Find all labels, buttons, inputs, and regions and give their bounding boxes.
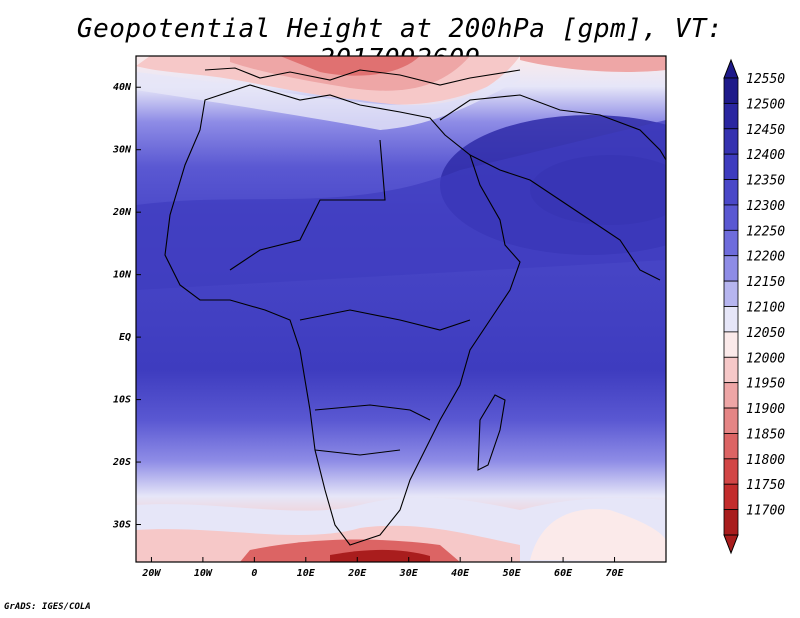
colorbar-swatch: [723, 204, 739, 231]
colorbar-swatch: [723, 179, 739, 206]
lon-tick-label: 60E: [554, 568, 573, 579]
colorbar-label: 12450: [746, 123, 785, 138]
colorbar-label: 12400: [746, 148, 785, 163]
colorbar-label: 11950: [746, 377, 785, 392]
colorbar-swatch: [723, 306, 739, 333]
lat-tick-label: 20S: [112, 457, 131, 468]
colorbar-swatch: [723, 153, 739, 180]
colorbar-swatch: [723, 433, 739, 460]
colorbar-swatch: [723, 128, 739, 155]
colorbar-label: 12150: [746, 275, 785, 290]
colorbar-label: 11700: [746, 504, 785, 519]
colorbar-swatch: [723, 483, 739, 511]
colorbar-swatch: [723, 77, 739, 104]
colorbar-label: 11850: [746, 427, 785, 442]
lon-tick-label: 40E: [451, 568, 470, 579]
colorbar-label: 11900: [746, 402, 785, 417]
lat-tick-label: EQ: [119, 332, 131, 343]
colorbar-label: 12100: [746, 301, 785, 316]
height-field: [136, 56, 666, 562]
lon-tick-label: 0: [251, 568, 257, 579]
map-frame: [135, 55, 667, 563]
lon-tick-label: 20W: [141, 568, 161, 579]
colorbar-swatch: [723, 255, 739, 282]
credit-text: GrADS: IGES/COLA: [4, 602, 91, 612]
colorbar: 12550 12500 12450 12400 12350 12300 12250 12200…: [723, 58, 785, 555]
lon-tick-label: 70E: [606, 568, 625, 579]
lon-tick-label: 50E: [503, 568, 522, 579]
colorbar-label: 12200: [746, 250, 785, 265]
colorbar-swatch: [723, 458, 739, 485]
colorbar-label: 12500: [746, 97, 785, 112]
lat-tick-label: 10S: [113, 395, 131, 406]
coastlines: [164, 67, 666, 546]
lon-tick-label: 30E: [399, 568, 419, 579]
colorbar-label: 12300: [746, 199, 785, 214]
colorbar-swatch: [723, 382, 739, 409]
colorbar-swatch: [723, 331, 739, 358]
colorbar-bottom-arrow: [723, 534, 739, 555]
colorbar-swatch: [723, 509, 739, 536]
colorbar-swatch: [723, 280, 739, 307]
colorbar-label: 11750: [746, 478, 785, 493]
latitude-axis: 40N 30N 20N 10N EQ 10S 20S 30S: [112, 82, 141, 531]
colorbar-swatch: [723, 407, 739, 434]
lat-tick-label: 20N: [112, 207, 132, 218]
lon-tick-label: 10W: [194, 568, 213, 579]
colorbar-label: 12050: [746, 326, 785, 341]
colorbar-swatch: [723, 229, 739, 257]
lon-tick-label: 10E: [297, 568, 316, 579]
lat-tick-label: 30N: [112, 145, 132, 156]
colorbar-swatch: [723, 102, 739, 130]
colorbar-label: 12250: [746, 224, 785, 239]
colorbar-label: 11800: [746, 453, 785, 468]
colorbar-swatch: [723, 356, 739, 384]
colorbar-label: 12000: [746, 351, 785, 366]
longitude-axis: 20W 10W 0 10E 20E 30E 40E 50E 60E 70E: [141, 557, 625, 579]
colorbar-label: 12550: [746, 72, 785, 87]
lon-tick-label: 20E: [347, 568, 367, 579]
colorbar-label: 12350: [746, 174, 785, 189]
colorbar-top-arrow: [723, 58, 739, 79]
lat-tick-label: 40N: [113, 82, 132, 93]
lat-tick-label: 10N: [113, 270, 132, 281]
lat-tick-label: 30S: [112, 520, 131, 531]
